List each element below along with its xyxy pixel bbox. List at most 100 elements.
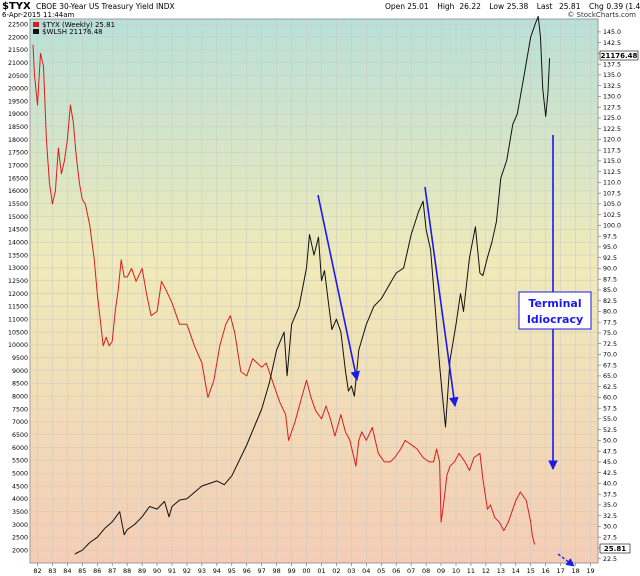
stat-label: High — [437, 2, 454, 11]
last-wlsh-tag-bg — [599, 50, 639, 61]
right-tick-label: 45.0 — [603, 459, 617, 466]
left-tick-label: 15500 — [8, 201, 28, 208]
left-tick-label: 5500 — [12, 458, 28, 465]
left-tick-label: 4500 — [12, 483, 28, 490]
left-tick-label: 6500 — [12, 432, 28, 439]
right-tick-label: 132.5 — [603, 83, 621, 90]
left-tick-label: 9000 — [12, 368, 28, 375]
stat-value: 26.22 — [459, 2, 481, 11]
x-tick-label: 13 — [497, 567, 505, 575]
legend-label-tyx: $TYX (Weekly) 25.81 — [42, 21, 115, 29]
callout-box — [518, 291, 592, 330]
x-tick-label: 17 — [556, 567, 564, 575]
plot-area — [29, 18, 599, 564]
x-tick-label: 87 — [108, 567, 116, 575]
right-tick-label: 90.0 — [603, 266, 617, 273]
left-tick-label: 10500 — [8, 329, 28, 336]
right-tick-label: 57.5 — [603, 405, 617, 412]
x-tick-label: 99 — [287, 567, 295, 575]
x-tick-label: 94 — [213, 567, 221, 575]
left-tick-label: 6000 — [12, 445, 28, 452]
left-tick-label: 3000 — [12, 522, 28, 529]
right-tick-label: 50.0 — [603, 438, 617, 445]
x-tick-label: 97 — [258, 567, 266, 575]
wlsh-series-line — [74, 15, 551, 555]
quote-stats: Open 25.01 High 26.22 Low 25.38 Last 25.81 Chg 0.… — [385, 2, 640, 11]
last-tyx-tag-bg — [599, 543, 631, 554]
right-tick-label: 112.5 — [603, 169, 621, 176]
last-tyx-tag: 25.81 — [604, 545, 626, 553]
right-tick-label: 30.0 — [603, 524, 617, 531]
right-axis-ticks: 22.525.027.530.032.535.037.540.042.545.0… — [598, 29, 621, 563]
x-tick-label: 96 — [243, 567, 251, 575]
left-tick-label: 16000 — [8, 188, 28, 195]
x-tick-label: 08 — [422, 567, 430, 575]
x-tick-label: 85 — [78, 567, 86, 575]
left-tick-label: 21000 — [8, 60, 28, 67]
left-tick-label: 13500 — [8, 252, 28, 259]
stat-label: Last — [537, 2, 553, 11]
stat-value: 0.39 (1.46%) — [606, 2, 640, 11]
x-tick-label: 86 — [93, 567, 101, 575]
right-tick-label: 70.0 — [603, 352, 617, 359]
x-tick-label: 09 — [437, 567, 445, 575]
right-tick-label: 72.5 — [603, 341, 617, 348]
x-tick-label: 00 — [302, 567, 310, 575]
right-tick-label: 62.5 — [603, 384, 617, 391]
x-tick-label: 84 — [63, 567, 71, 575]
left-tick-label: 11000 — [8, 317, 28, 324]
right-tick-label: 97.5 — [603, 233, 617, 240]
x-tick-label: 89 — [138, 567, 146, 575]
right-tick-label: 82.5 — [603, 298, 617, 305]
right-tick-label: 137.5 — [603, 61, 621, 68]
right-tick-label: 107.5 — [603, 190, 621, 197]
right-tick-label: 110.0 — [603, 180, 621, 187]
callout-line-2: Idiocracy — [527, 313, 583, 326]
right-tick-label: 102.5 — [603, 212, 621, 219]
arrow-2000-2003 — [317, 194, 360, 381]
x-tick-label: 03 — [347, 567, 355, 575]
right-tick-label: 55.0 — [603, 416, 617, 423]
right-tick-label: 125.0 — [603, 115, 621, 122]
last-wlsh-tag: 21176.48 — [601, 52, 638, 60]
left-tick-label: 2500 — [12, 535, 28, 542]
stat-label: Chg — [589, 2, 604, 11]
right-tick-label: 65.0 — [603, 373, 617, 380]
x-tick-label: 12 — [482, 567, 490, 575]
right-tick-label: 27.5 — [603, 534, 617, 541]
x-tick-label: 02 — [332, 567, 340, 575]
x-tick-label: 88 — [123, 567, 131, 575]
right-tick-label: 37.5 — [603, 491, 617, 498]
callout-line-1: Terminal — [528, 297, 581, 310]
left-tick-label: 11500 — [8, 304, 28, 311]
left-axis-ticks: 2000 2500 3000 3500 4000 4500 5000 5500 6000 6500… — [8, 21, 28, 554]
right-tick-label: 52.5 — [603, 427, 617, 434]
left-tick-label: 7500 — [12, 406, 28, 413]
x-tick-label: 11 — [467, 567, 475, 575]
x-tick-label: 93 — [198, 567, 206, 575]
right-tick-label: 22.5 — [603, 556, 617, 563]
left-tick-label: 4000 — [12, 496, 28, 503]
left-tick-label: 5000 — [12, 470, 28, 477]
legend-label-wlsh: $WLSH 21176.48 — [42, 28, 103, 36]
right-tick-label: 117.5 — [603, 147, 621, 154]
x-tick-label: 19 — [586, 567, 594, 575]
x-tick-label: 95 — [228, 567, 236, 575]
right-tick-label: 75.0 — [603, 330, 617, 337]
x-tick-label: 91 — [168, 567, 176, 575]
x-tick-label: 15 — [527, 567, 535, 575]
left-tick-label: 7000 — [12, 419, 28, 426]
right-tick-label: 130.0 — [603, 94, 621, 101]
x-tick-label: 05 — [377, 567, 385, 575]
chart-symbol: $TYX — [2, 1, 31, 12]
chart-title: CBOE 30-Year US Treasury Yield INDX — [36, 2, 175, 11]
x-axis-ticks: 82 83 84 85 86 87 88 89 90 91 92 93 94 95 96 97 98 99 00 01… — [33, 563, 595, 575]
left-tick-label: 21500 — [8, 47, 28, 54]
left-tick-label: 17500 — [8, 150, 28, 157]
x-tick-label: 83 — [48, 567, 56, 575]
x-tick-label: 90 — [153, 567, 161, 575]
right-tick-label: 47.5 — [603, 448, 617, 455]
left-tick-label: 18500 — [8, 124, 28, 131]
legend-swatch-wlsh — [33, 29, 39, 34]
right-tick-label: 85.0 — [603, 287, 617, 294]
